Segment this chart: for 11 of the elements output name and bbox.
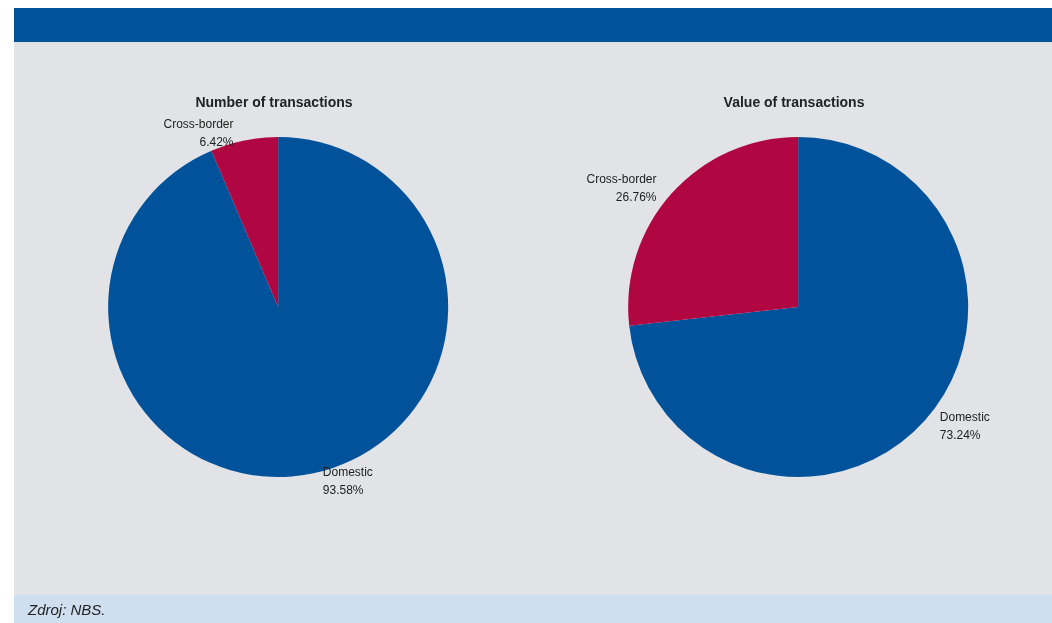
chart-title: Value of transactions	[723, 94, 865, 110]
data-label: 73.24%	[939, 427, 981, 442]
data-label: 93.58%	[322, 483, 364, 498]
slice-label: Cross-border	[586, 172, 657, 187]
slice-label: Domestic	[939, 409, 990, 424]
data-label: 6.42%	[199, 134, 234, 149]
text: Zdroj: NBS.	[28, 600, 106, 618]
slice-label: Cross-border	[163, 116, 234, 131]
chart-title: Number of transactions	[195, 94, 353, 110]
slice-label: Domestic	[322, 465, 373, 480]
data-label: 26.76%	[615, 190, 657, 205]
